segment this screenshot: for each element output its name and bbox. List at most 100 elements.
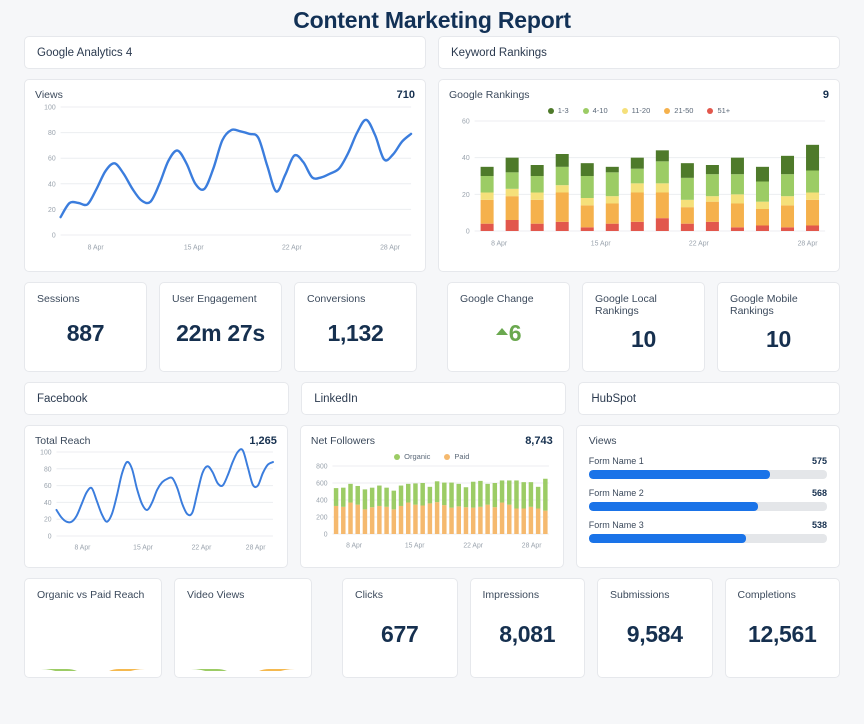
progress-bar-track — [588, 534, 827, 543]
form-name-label: Form Name 3 — [588, 520, 644, 530]
chart-legend: 1-3 4-10 11-20 21-50 51+ — [449, 106, 829, 115]
chart-title: Total Reach — [35, 435, 91, 447]
svg-text:15 Apr: 15 Apr — [184, 244, 205, 251]
kpi-conversions: Conversions 1,132 — [294, 282, 417, 372]
chart-title: Video Views — [187, 589, 245, 601]
kpi-label: Impressions — [482, 589, 540, 601]
kpi-completions: Completions 12,561 — [724, 578, 840, 678]
form-views-value: 538 — [811, 520, 827, 530]
kpi-value: 8,081 — [499, 620, 556, 647]
form-views-item-header: Form Name 1 575 — [589, 456, 827, 466]
legend-color-dot — [621, 107, 628, 114]
progress-bar-fill — [588, 534, 746, 543]
legend-item[interactable]: 4-10 — [582, 106, 608, 115]
kpi-value: 10 — [631, 325, 656, 352]
svg-text:22 Apr: 22 Apr — [463, 542, 483, 549]
kpi-value: 22m 27s — [176, 319, 265, 346]
form-views-item: Form Name 1 575 — [588, 456, 827, 479]
chart-header: Views 710 — [35, 89, 415, 101]
total-reach-line-plot: 0 20 40 60 80 100 8 Apr 15 Apr 22 Apr 28 Apr — [35, 447, 277, 551]
net-followers-chart-card: Net Followers 8,743 Organic Paid 0 200 400 6… — [299, 425, 564, 568]
google-rankings-chart-card: Google Rankings 9 1-3 4-10 11-20 21-50 51+ 0… — [438, 79, 840, 272]
svg-text:20: 20 — [44, 517, 52, 524]
svg-text:40: 40 — [48, 181, 56, 188]
legend-item[interactable]: Paid — [444, 452, 469, 461]
video-views-card: Video Views — [174, 578, 312, 678]
panel-title: Views — [588, 435, 617, 447]
net-followers-bar-plot: 0 200 400 600 800 8 Apr 15 Apr 22 Apr 28 Apr — [311, 461, 553, 549]
page-title: Content Marketing Report — [293, 7, 571, 33]
kpi-impressions: Impressions 8,081 — [469, 578, 585, 678]
svg-text:80: 80 — [48, 130, 56, 137]
kpi-label: Submissions — [610, 589, 670, 601]
kpi-clicks: Clicks 677 — [342, 578, 458, 678]
progress-bar-fill — [588, 502, 758, 511]
chart-title: Organic vs Paid Reach — [37, 589, 145, 601]
svg-text:100: 100 — [40, 449, 52, 456]
section-header-keyword-rankings[interactable]: Keyword Rankings — [438, 36, 840, 69]
form-views-list: Form Name 1 575 Form Name 2 568 Form Name 3 5… — [588, 456, 827, 543]
kpi-google-change: Google Change 6 — [447, 282, 570, 372]
svg-text:28 Apr: 28 Apr — [380, 244, 401, 251]
kpi-label: Google Mobile Rankings — [730, 293, 798, 317]
google-rankings-bar-plot: 0 20 40 60 8 Apr 15 Apr 22 Apr 28 Apr — [449, 115, 829, 247]
legend-label: 11-20 — [631, 106, 651, 115]
legend-item[interactable]: 11-20 — [621, 106, 651, 115]
svg-text:60: 60 — [462, 118, 470, 125]
svg-text:15 Apr: 15 Apr — [591, 240, 612, 247]
svg-text:600: 600 — [316, 480, 328, 487]
kpi-user-engagement: User Engagement 22m 27s — [159, 282, 282, 372]
progress-bar-fill — [588, 470, 770, 479]
charts-row-1: Views 710 0 20 40 60 80 100 8 Apr 15 Apr 22 Apr 2… — [24, 79, 840, 272]
section-header-label: Facebook — [37, 392, 88, 405]
legend-item[interactable]: 1-3 — [547, 106, 569, 115]
half-donut-chart — [37, 613, 149, 671]
svg-text:8 Apr: 8 Apr — [74, 544, 91, 551]
legend-item[interactable]: 21-50 — [664, 106, 693, 115]
svg-text:40: 40 — [462, 155, 470, 162]
section-header-hubspot[interactable]: HubSpot — [578, 382, 841, 415]
svg-text:0: 0 — [48, 533, 52, 540]
form-name-label: Form Name 1 — [588, 456, 644, 466]
svg-text:60: 60 — [48, 156, 56, 163]
chart-header: Google Rankings 9 — [449, 89, 829, 101]
form-views-item: Form Name 2 568 — [588, 488, 827, 511]
svg-text:40: 40 — [44, 500, 52, 507]
section-header-google-analytics[interactable]: Google Analytics 4 — [24, 36, 426, 69]
legend-color-dot — [547, 107, 554, 114]
bottom-row: Organic vs Paid Reach Video Views Clicks… — [24, 578, 840, 678]
kpi-value: 9,584 — [626, 620, 683, 647]
chart-total-value: 8,743 — [525, 435, 553, 447]
kpi-value: 887 — [66, 319, 105, 346]
svg-text:22 Apr: 22 Apr — [192, 544, 212, 551]
kpi-google-local-rankings: Google Local Rankings 10 — [582, 282, 705, 372]
chart-title: Net Followers — [310, 435, 376, 447]
svg-text:15 Apr: 15 Apr — [405, 542, 425, 549]
section-header-facebook[interactable]: Facebook — [24, 382, 290, 415]
chart-total-value: 1,265 — [249, 435, 277, 447]
chart-total-value: 9 — [822, 89, 829, 101]
form-views-item: Form Name 3 538 — [588, 520, 827, 543]
kpi-value-number: 6 — [508, 319, 522, 346]
legend-label: Organic — [404, 452, 431, 461]
kpi-submissions: Submissions 9,584 — [597, 578, 713, 678]
legend-label: 21-50 — [674, 106, 694, 115]
form-name-label: Form Name 2 — [588, 488, 644, 498]
section-header-label: HubSpot — [591, 392, 637, 405]
organic-vs-paid-reach-card: Organic vs Paid Reach — [24, 578, 162, 678]
svg-text:15 Apr: 15 Apr — [133, 544, 153, 551]
svg-text:0: 0 — [52, 232, 56, 239]
legend-color-dot — [582, 107, 589, 114]
chart-title: Google Rankings — [449, 89, 530, 101]
views-chart-card: Views 710 0 20 40 60 80 100 8 Apr 15 Apr 22 Apr 2… — [24, 79, 426, 272]
section-header-row-2: Facebook LinkedIn HubSpot — [24, 382, 841, 415]
form-views-item-header: Form Name 2 568 — [589, 488, 827, 498]
legend-color-dot — [707, 107, 714, 114]
svg-text:20: 20 — [462, 192, 470, 199]
section-header-linkedin[interactable]: LinkedIn — [301, 382, 567, 415]
section-header-row-1: Google Analytics 4 Keyword Rankings — [24, 36, 840, 69]
legend-label: 51+ — [717, 106, 731, 115]
legend-item[interactable]: 51+ — [707, 106, 730, 115]
legend-item[interactable]: Organic — [394, 452, 430, 461]
views-line-plot: 0 20 40 60 80 100 8 Apr 15 Apr 22 Apr 28 Apr — [35, 101, 415, 251]
